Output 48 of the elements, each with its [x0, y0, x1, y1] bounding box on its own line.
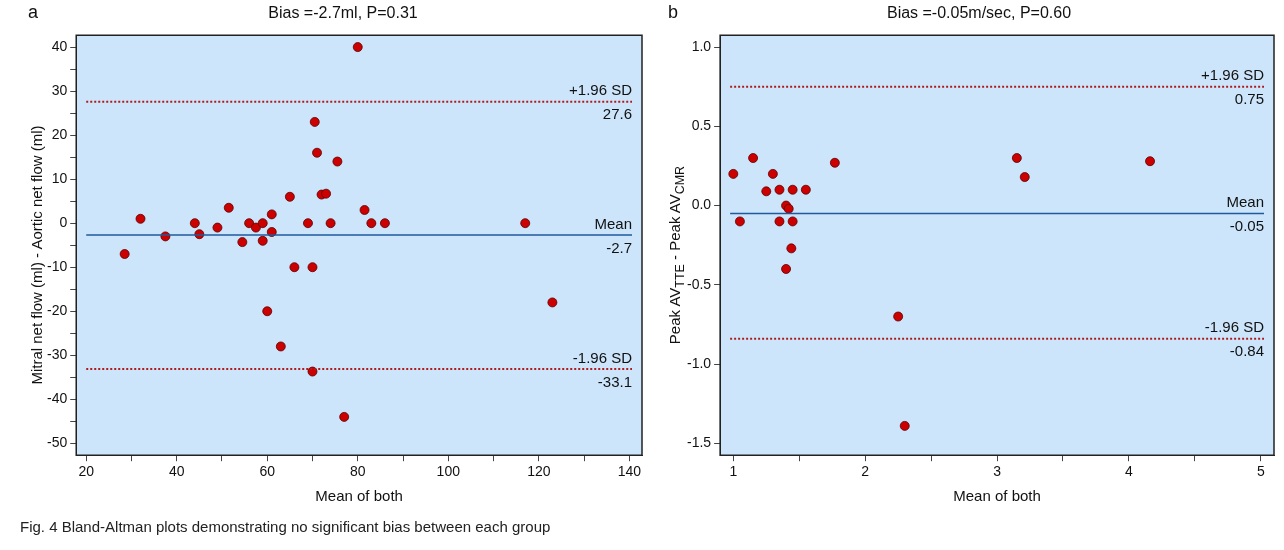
x-tick-label: 40 [168, 463, 185, 480]
y-tick-label: -1.0 [687, 354, 712, 371]
y-tick-label: -40 [47, 390, 68, 407]
y-tick-label: -30 [47, 346, 68, 363]
annotation: -2.7 [606, 238, 632, 256]
annotation: -33.1 [597, 372, 632, 390]
y-tick-label: -0.5 [687, 275, 712, 292]
y-tick-label: -50 [47, 434, 68, 451]
text: a [28, 2, 39, 23]
y-tick-label: 40 [51, 37, 68, 54]
x-tick-label: 20 [78, 463, 95, 480]
x-tick-label: 60 [259, 463, 276, 480]
annotation: -0.84 [1229, 342, 1264, 360]
x-tick-label: 5 [1256, 463, 1265, 480]
y-tick-label: 1.0 [691, 37, 712, 54]
ref-line-label: -1.96 SD [1204, 318, 1265, 336]
ref-line-label: Mean [1226, 193, 1264, 211]
x-axis-title: Mean of both [315, 487, 403, 505]
text: b [668, 2, 679, 23]
ref-line-label: -1.96 SD [572, 348, 633, 366]
caption: Fig. 4 Bland-Altman plots demonstrating no significant bias between each group [20, 518, 551, 535]
y-tick-label: 10 [51, 170, 68, 187]
annotation: 0.75 [1234, 90, 1264, 108]
y-tick-label: 0.5 [691, 117, 712, 134]
ref-line-label: +1.96 SD [1201, 66, 1265, 84]
y-tick-label: 0.0 [691, 196, 712, 213]
chart-title: Bias =-2.7ml, P=0.31 [268, 4, 418, 22]
ref-line-label: +1.96 SD [569, 81, 633, 99]
y-tick-label: -20 [47, 302, 68, 319]
x-tick-label: 100 [436, 463, 461, 480]
y-axis-title: Mitral net flow (ml) - Aortic net flow (ml) [27, 125, 45, 385]
x-tick-label: 80 [349, 463, 366, 480]
x-tick-label: 120 [527, 463, 551, 480]
chart-title: Bias =-0.05m/sec, P=0.60 [886, 4, 1072, 22]
x-tick-label: 1 [729, 463, 738, 480]
x-tick-label: 4 [1125, 463, 1134, 480]
x-tick-label: 3 [993, 463, 1002, 480]
y-tick-label: -10 [47, 258, 68, 275]
y-tick-label: 30 [51, 81, 68, 98]
ref-line-label: Mean [594, 214, 632, 232]
annotation: 27.6 [602, 105, 632, 123]
x-axis-title: Mean of both [953, 487, 1041, 505]
annotation: -0.05 [1229, 217, 1264, 235]
x-tick-label: 140 [617, 463, 642, 480]
x-tick-label: 2 [861, 463, 870, 480]
y-tick-label: 20 [51, 126, 68, 142]
y-tick-label: 0 [59, 214, 68, 231]
y-tick-label: -1.5 [687, 434, 712, 451]
